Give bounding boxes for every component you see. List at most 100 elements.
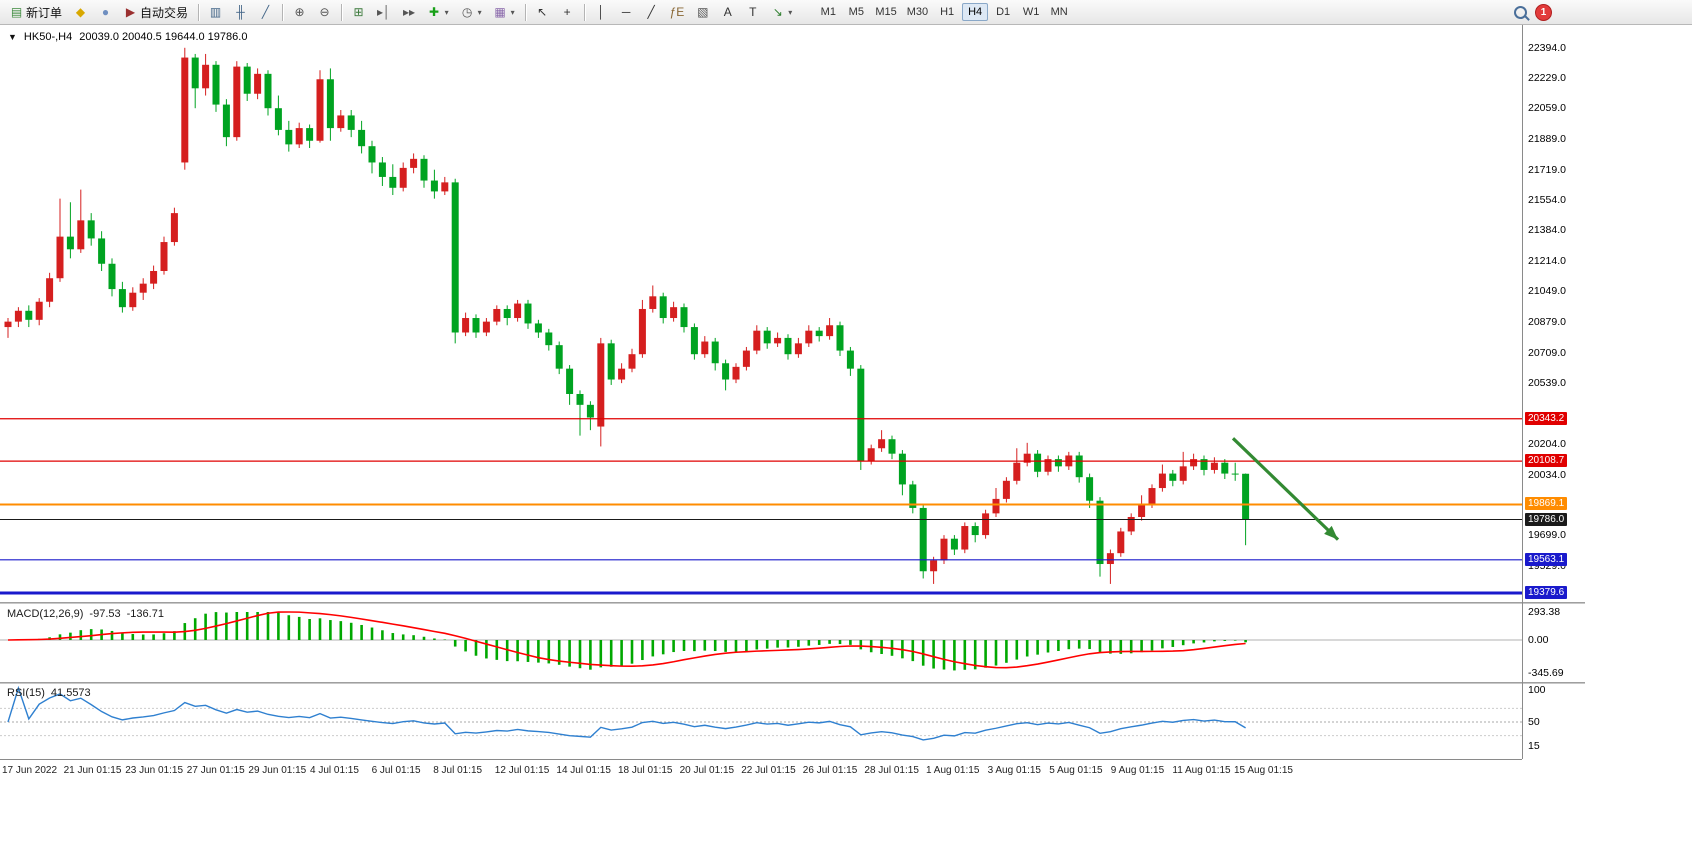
autotrading-label: 自动交易: [140, 5, 189, 20]
dropdown-caret-icon: ▾: [788, 7, 793, 17]
zoom-out-button[interactable]: ⊖: [313, 2, 336, 22]
chart-symbol-period: HK50-,H4: [23, 31, 73, 43]
chart-info-line: ▼ HK50-,H4 20039.0 20040.5 19644.0 19786…: [8, 31, 247, 43]
rsi-axis-label: 50: [1528, 716, 1540, 728]
templates-icon: ▦: [494, 5, 506, 19]
rsi-name: RSI(15): [7, 687, 45, 699]
toolbar-separator: [341, 3, 343, 21]
macd-axis-label: -345.69: [1528, 667, 1564, 679]
timeframe-m15-button[interactable]: M15: [871, 3, 900, 21]
one-click-trading-toggle[interactable]: ▼: [8, 32, 17, 42]
zoom-in-button[interactable]: ⊕: [288, 2, 311, 22]
date-axis-label: 12 Jul 01:15: [494, 765, 550, 776]
timeframe-mn-button[interactable]: MN: [1046, 3, 1072, 21]
crosshair-button[interactable]: +: [556, 2, 579, 22]
date-axis-label: 9 Aug 01:15: [1110, 765, 1165, 776]
trendline-button[interactable]: ╱: [640, 2, 663, 22]
vertical-line-button[interactable]: │: [590, 2, 613, 22]
vertical-line-icon: │: [597, 5, 605, 19]
date-axis-label: 5 Aug 01:15: [1049, 765, 1103, 776]
horizontal-line-button[interactable]: ─: [615, 2, 638, 22]
indicators-icon: ✚: [429, 5, 440, 19]
notification-badge[interactable]: 1: [1535, 4, 1552, 21]
timeframe-m5-button[interactable]: M5: [843, 3, 869, 21]
cursor-button[interactable]: ↖: [531, 2, 554, 22]
price-axis-label: 21384.0: [1528, 224, 1566, 237]
toolbar-right: 1: [1514, 4, 1552, 21]
timeframe-m30-button[interactable]: M30: [903, 3, 932, 21]
price-axis: 22394.0 22229.0 22059.0 21889.0 21719.0 21554…: [1524, 25, 1599, 602]
rsi-label: RSI(15) 41.5573: [7, 687, 91, 699]
price-axis-label: 20204.0: [1528, 437, 1566, 450]
auto-scroll-button[interactable]: ▸▸: [398, 2, 421, 22]
candlestick-chart-button[interactable]: ╫: [229, 2, 252, 22]
date-axis-label: 8 Jul 01:15: [433, 765, 483, 776]
autotrading-button[interactable]: ▶ 自动交易: [119, 2, 193, 22]
text-icon: A: [723, 5, 732, 19]
macd-histogram: [17, 612, 1247, 671]
date-axis-label: 20 Jul 01:15: [679, 765, 735, 776]
panel-separator-rsi[interactable]: [0, 682, 1585, 684]
line-chart-button[interactable]: ╱: [254, 2, 277, 22]
dropdown-caret-icon: ▾: [444, 7, 449, 17]
candlestick-chart-icon: ╫: [236, 5, 245, 19]
macd-signal-line: [7, 611, 1246, 669]
indicators-button[interactable]: ✚ ▾: [423, 2, 454, 22]
date-axis-label: 1 Aug 01:15: [926, 765, 980, 776]
bar-chart-button[interactable]: ▥: [204, 2, 227, 22]
panel-separator-macd[interactable]: [0, 602, 1585, 604]
zoom-out-icon: ⊖: [319, 5, 330, 19]
tile-windows-button[interactable]: ⊞: [347, 2, 370, 22]
price-line-badge: 19563.1: [1525, 552, 1568, 566]
bar-chart-icon: ▥: [209, 5, 222, 19]
date-axis-label: 14 Jul 01:15: [556, 765, 611, 776]
zoom-in-icon: ⊕: [294, 5, 305, 19]
price-axis-label: 21214.0: [1528, 255, 1566, 268]
shapes-button[interactable]: ▧: [691, 2, 714, 22]
text-label-button[interactable]: T: [741, 2, 764, 22]
toolbar-separator: [198, 3, 200, 21]
search-icon[interactable]: [1514, 6, 1527, 19]
text-button[interactable]: A: [716, 2, 739, 22]
shapes-icon: ▧: [697, 5, 709, 19]
timeframe-m1-button[interactable]: M1: [815, 3, 841, 21]
chart-shift-button[interactable]: ▸│: [372, 2, 396, 22]
price-lines[interactable]: [0, 418, 1522, 595]
timeframe-h1-button[interactable]: H1: [934, 3, 960, 21]
date-axis-label: 28 Jul 01:15: [864, 765, 919, 776]
timeframe-h4-button[interactable]: H4: [962, 3, 989, 21]
dropdown-caret-icon: ▾: [510, 7, 515, 17]
rsi-panel[interactable]: [0, 684, 1522, 759]
axis-divider: [1522, 25, 1523, 759]
date-axis-label: 18 Jul 01:15: [618, 765, 673, 776]
templates-button[interactable]: ▦ ▾: [489, 2, 520, 22]
rsi-axis-label: 100: [1528, 684, 1546, 696]
rsi-line: [7, 685, 1246, 741]
rsi-axis: 100 50 15: [1524, 684, 1599, 759]
fibonacci-button[interactable]: ƒE: [665, 2, 690, 22]
fibonacci-icon: ƒE: [669, 5, 685, 19]
price-chart-canvas[interactable]: [0, 25, 1522, 602]
date-axis-label: 15 Aug 01:15: [1234, 765, 1293, 776]
arrows-icon: ↘: [772, 5, 783, 19]
arrows-button[interactable]: ↘ ▾: [766, 2, 797, 22]
cursor-icon: ↖: [537, 5, 548, 19]
price-axis-label: 20034.0: [1528, 468, 1566, 481]
date-axis-label: 17 Jun 2022: [2, 765, 58, 776]
tile-windows-icon: ⊞: [353, 5, 364, 19]
toolbar-separator: [524, 3, 526, 21]
timeframe-w1-button[interactable]: W1: [1018, 3, 1044, 21]
timeframe-toolbar: M1 M5 M15 M30 H1 H4 D1 W1 MN: [814, 3, 1073, 21]
macd-panel[interactable]: [0, 604, 1522, 682]
terminal-button[interactable]: ●: [94, 2, 117, 22]
metaeditor-button[interactable]: ◆: [69, 2, 92, 22]
timeframe-d1-button[interactable]: D1: [990, 3, 1016, 21]
date-axis-label: 4 Jul 01:15: [310, 765, 359, 776]
new-order-button[interactable]: ▤ 新订单: [5, 2, 67, 22]
horizontal-line-icon: ─: [621, 5, 631, 19]
rsi-value: 41.5573: [50, 687, 91, 699]
periods-button[interactable]: ◷ ▾: [456, 2, 487, 22]
new-order-label: 新订单: [26, 5, 63, 20]
trend-arrow-annotation[interactable]: [1231, 437, 1340, 541]
